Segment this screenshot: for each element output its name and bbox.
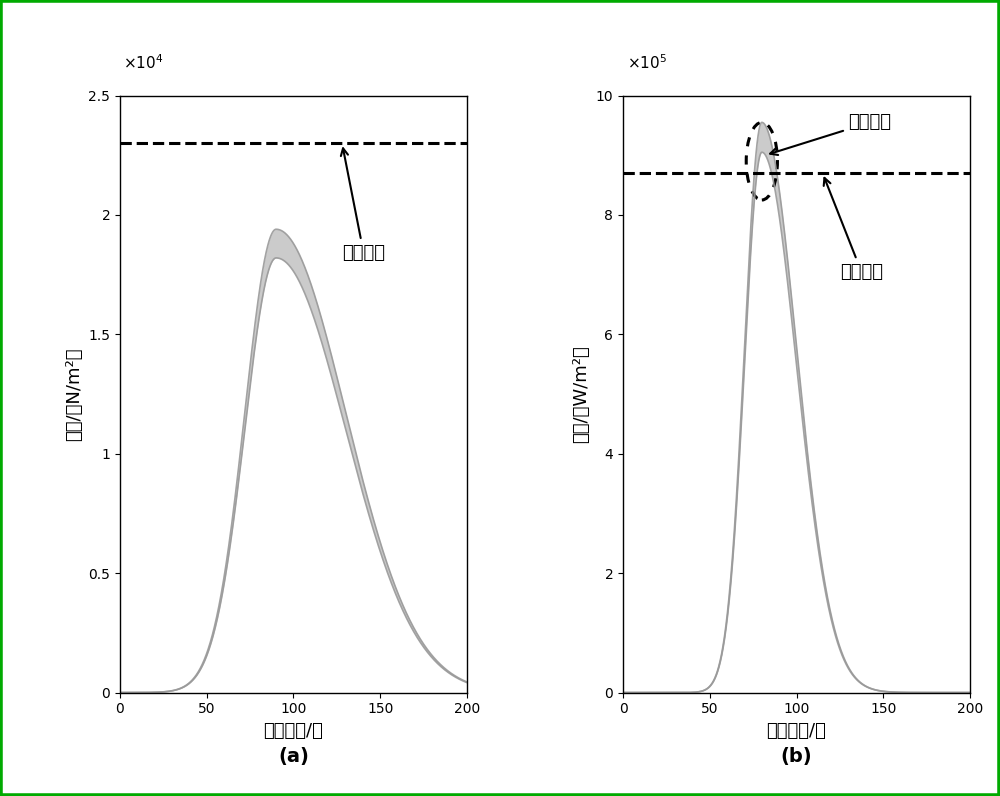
Title: (b): (b): [781, 747, 812, 766]
Y-axis label: 动压/（N/m²）: 动压/（N/m²）: [65, 347, 83, 441]
Text: ×10$^{5}$: ×10$^{5}$: [627, 53, 667, 72]
Text: ×10$^{4}$: ×10$^{4}$: [123, 53, 164, 72]
X-axis label: 进入时间/秒: 进入时间/秒: [264, 722, 323, 739]
X-axis label: 进入时间/秒: 进入时间/秒: [767, 722, 826, 739]
Title: (a): (a): [278, 747, 309, 766]
Text: 动压上界: 动压上界: [341, 148, 385, 262]
Text: 约束违背: 约束违背: [770, 113, 892, 155]
Text: 热流上界: 热流上界: [824, 178, 883, 281]
Y-axis label: 热流/（W/m²）: 热流/（W/m²）: [572, 345, 590, 443]
